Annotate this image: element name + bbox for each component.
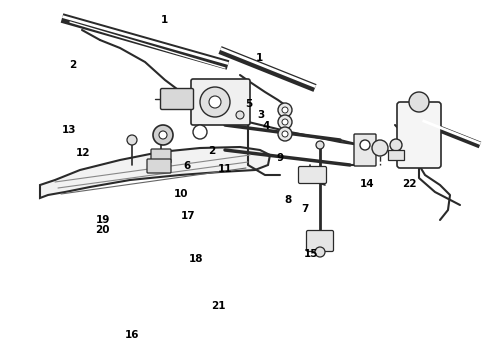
Text: 18: 18	[189, 254, 203, 264]
Circle shape	[193, 125, 207, 139]
Text: 20: 20	[96, 225, 110, 235]
FancyBboxPatch shape	[307, 230, 334, 252]
Text: 17: 17	[181, 211, 196, 221]
Circle shape	[315, 247, 325, 257]
Circle shape	[127, 135, 137, 145]
Circle shape	[209, 96, 221, 108]
FancyBboxPatch shape	[151, 149, 171, 163]
Bar	[388, 150, 404, 160]
Text: 12: 12	[76, 148, 91, 158]
Circle shape	[316, 141, 324, 149]
Polygon shape	[40, 147, 270, 198]
Circle shape	[372, 140, 388, 156]
Text: 22: 22	[402, 179, 416, 189]
Text: 13: 13	[61, 125, 76, 135]
Text: 14: 14	[360, 179, 375, 189]
Text: 1: 1	[256, 53, 263, 63]
Text: 19: 19	[96, 215, 110, 225]
Text: 2: 2	[69, 60, 76, 70]
Text: 21: 21	[211, 301, 225, 311]
Text: 15: 15	[304, 249, 318, 259]
Text: 16: 16	[125, 330, 140, 340]
Text: 8: 8	[284, 195, 292, 205]
Circle shape	[409, 92, 429, 112]
Circle shape	[390, 139, 402, 151]
Text: 1: 1	[161, 15, 168, 25]
Circle shape	[282, 119, 288, 125]
Text: 3: 3	[257, 110, 265, 120]
Circle shape	[278, 115, 292, 129]
FancyBboxPatch shape	[191, 79, 250, 125]
Text: 10: 10	[174, 189, 189, 199]
Text: 2: 2	[208, 146, 216, 156]
FancyBboxPatch shape	[161, 89, 194, 109]
Text: 5: 5	[245, 99, 252, 109]
Circle shape	[282, 131, 288, 137]
Circle shape	[236, 111, 244, 119]
Circle shape	[200, 87, 230, 117]
Circle shape	[159, 131, 167, 139]
Text: 4: 4	[262, 121, 270, 131]
Circle shape	[278, 127, 292, 141]
Text: 9: 9	[277, 153, 284, 163]
Circle shape	[153, 125, 173, 145]
Circle shape	[282, 107, 288, 113]
FancyBboxPatch shape	[147, 159, 171, 173]
Text: 6: 6	[184, 161, 191, 171]
FancyBboxPatch shape	[354, 134, 376, 166]
FancyBboxPatch shape	[397, 102, 441, 168]
FancyBboxPatch shape	[298, 166, 326, 184]
Text: 7: 7	[301, 204, 309, 214]
Circle shape	[278, 103, 292, 117]
Circle shape	[360, 140, 370, 150]
Text: 11: 11	[218, 164, 233, 174]
